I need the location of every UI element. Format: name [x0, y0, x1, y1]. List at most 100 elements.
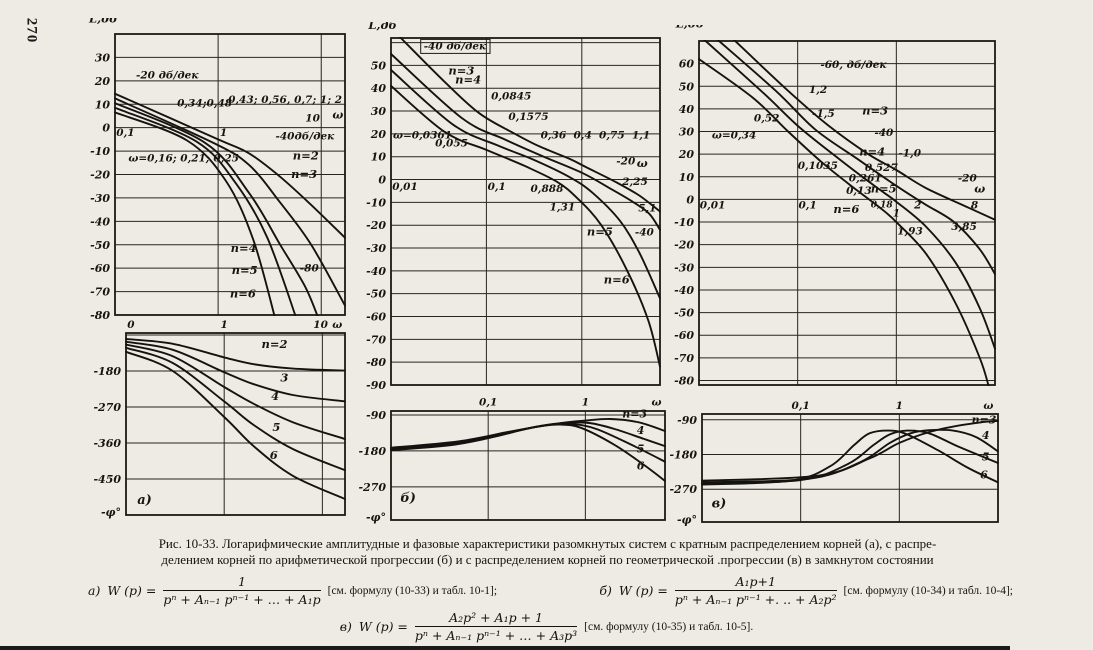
curve-n=5 — [390, 69, 661, 300]
chart-annotation: 0,1035 — [798, 160, 838, 172]
phase-plot-a: -180 -270 -360 -450 -φ° 0 1 10 ω n=2 34 5 6 а) — [93, 319, 346, 519]
formula-b-numerator: A₁p+1 — [674, 574, 837, 591]
y-tick-label: 10 — [371, 151, 387, 164]
chart-annotation: 0,055 — [435, 137, 468, 149]
chart-annotation: 3 — [280, 370, 288, 384]
chart-annotation: -80 — [300, 263, 320, 275]
y-tick-label: 10 — [679, 171, 695, 184]
curve-n=4 — [390, 421, 666, 450]
chart-annotation: 0,1 — [488, 181, 506, 193]
y-tick-label: 50 — [371, 59, 387, 72]
plot-border — [390, 410, 666, 521]
plot-border — [125, 332, 346, 516]
chart-annotation: 6 — [270, 448, 278, 462]
chart-annotation: 1,2 — [809, 84, 827, 96]
curve-n=4 — [701, 428, 999, 484]
chart-annotation: n=6 — [604, 272, 630, 286]
y-tick-label: -70 — [674, 352, 694, 365]
y-tick-label: 10 — [95, 98, 111, 111]
chart-annotation: 1 — [220, 127, 227, 139]
chart-annotation: n=3 — [862, 104, 888, 118]
chart-annotation: 1,93 — [897, 226, 923, 238]
chart-annotation: 0,261 — [849, 172, 882, 184]
curve-n=3 — [114, 97, 346, 307]
chart-annotation: 0,527 — [865, 162, 899, 174]
y-tick-label: -50 — [90, 239, 110, 252]
chart-annotation: -40 дб/дек — [424, 40, 487, 52]
annotation-box — [420, 38, 491, 54]
chart-annotation: 1 — [582, 396, 589, 408]
formula-b-lhs: W (p) = — [618, 583, 668, 598]
chart-annotation: n=3 — [448, 64, 474, 78]
chart-annotation: ω — [983, 400, 993, 412]
curve-n=6 — [701, 429, 999, 486]
y-tick-label: -φ° — [101, 506, 121, 519]
formula-v: в) W (p) = A₂p² + A₁p + 1 pⁿ + Aₙ₋₁ pⁿ⁻¹… — [340, 610, 754, 643]
chart-annotation: -20 — [958, 172, 978, 184]
y-tick-label: -20 — [366, 219, 386, 232]
chart-annotation: n=2 — [293, 148, 319, 162]
chart-annotation: n=4 — [231, 241, 257, 255]
formula-a-denominator: pⁿ + Aₙ₋₁ pⁿ⁻¹ + … + A₁p — [163, 592, 321, 607]
y-tick-label: -270 — [93, 401, 121, 414]
curve-n=5 — [701, 429, 999, 485]
phase-plot-v: -90 -180 -270 -φ° 0,1 1 ω n=3 4 5 6 в) — [669, 400, 999, 526]
y-tick-label: 40 — [679, 103, 695, 116]
chart-annotation: ω — [332, 319, 342, 331]
y-tick-label: 40 — [371, 82, 387, 95]
formula-v-lhs: W (p) = — [358, 619, 408, 634]
chart-annotation: 5,1 — [638, 203, 656, 215]
y-tick-label: -90 — [366, 409, 386, 422]
chart-annotation: -20 дб/дек — [136, 70, 199, 82]
chart-annotation: n=3 — [291, 167, 317, 181]
formula-center-row: в) W (p) = A₂p² + A₁p + 1 pⁿ + Aₙ₋₁ pⁿ⁻¹… — [0, 610, 1093, 643]
formula-b-label: б) — [599, 583, 612, 598]
chart-annotation: 0,1 — [799, 200, 817, 212]
chart-annotation: 1,31 — [550, 201, 576, 213]
chart-annotation: 0 — [127, 319, 135, 331]
y-tick-label: -60 — [90, 262, 110, 275]
curve-n=5 — [703, 40, 996, 350]
y-tick-label: 50 — [679, 80, 695, 93]
chart-annotation: n=5 — [232, 263, 258, 277]
chart-annotation: n=6 — [230, 286, 256, 300]
y-tick-label: -40 — [90, 215, 110, 228]
chart-annotation: n=6 — [833, 202, 859, 216]
y-tick-label: -80 — [90, 309, 110, 322]
chart-annotation: 2 — [913, 200, 921, 212]
y-tick-label: -60 — [674, 329, 694, 342]
chart-annotation: 0,1 — [479, 396, 497, 408]
chart-annotation: 2,25 — [621, 176, 648, 188]
y-tick-label: -30 — [90, 192, 110, 205]
y-tick-label: -10 — [674, 216, 694, 229]
curve-n=3 — [390, 417, 666, 449]
formula-b-fraction: A₁p+1 pⁿ + Aₙ₋₁ pⁿ⁻¹ +. .. + A₂p² — [674, 574, 837, 607]
chart-annotation: 0,52 — [754, 112, 780, 124]
chart-annotation: n=5 — [587, 225, 613, 239]
curve-n=6 — [125, 350, 346, 500]
y-tick-label: -φ° — [677, 513, 697, 526]
caption-line-1: Рис. 10-33. Логарифмические амплитудные … — [158, 536, 937, 551]
y-tick-label: -270 — [358, 481, 386, 494]
chart-annotation: -60, дб/дек — [820, 59, 887, 71]
chart-annotation: 0,0845 — [491, 91, 531, 103]
chart-annotation: 0,1575 — [508, 111, 548, 123]
chart-annotation: 0,01 — [700, 200, 726, 212]
chart-annotation: 0,888 — [531, 183, 565, 195]
y-tick-label: 20 — [94, 75, 111, 88]
chart-annotation: 0,1 — [792, 400, 810, 412]
plot-border — [701, 413, 999, 523]
formula-a-fraction: 1 pⁿ + Aₙ₋₁ pⁿ⁻¹ + … + A₁p — [163, 574, 321, 607]
chart-annotation: n=4 — [455, 73, 481, 87]
formula-v-denominator: pⁿ + Aₙ₋₁ pⁿ⁻¹ + … + A₃p³ — [414, 628, 578, 643]
chart-annotation: 4 — [271, 389, 279, 403]
chart-annotation: -1,0 — [898, 147, 921, 159]
y-tick-label: -180 — [358, 445, 386, 458]
formula-a-numerator: 1 — [163, 574, 321, 591]
formula-a: а) W (p) = 1 pⁿ + Aₙ₋₁ pⁿ⁻¹ + … + A₁p [с… — [88, 574, 497, 607]
page-number: 270 — [23, 17, 40, 44]
y-tick-label: 30 — [371, 105, 387, 118]
scan-edge-artifact — [0, 646, 1010, 650]
y-tick-label: -90 — [677, 414, 697, 427]
